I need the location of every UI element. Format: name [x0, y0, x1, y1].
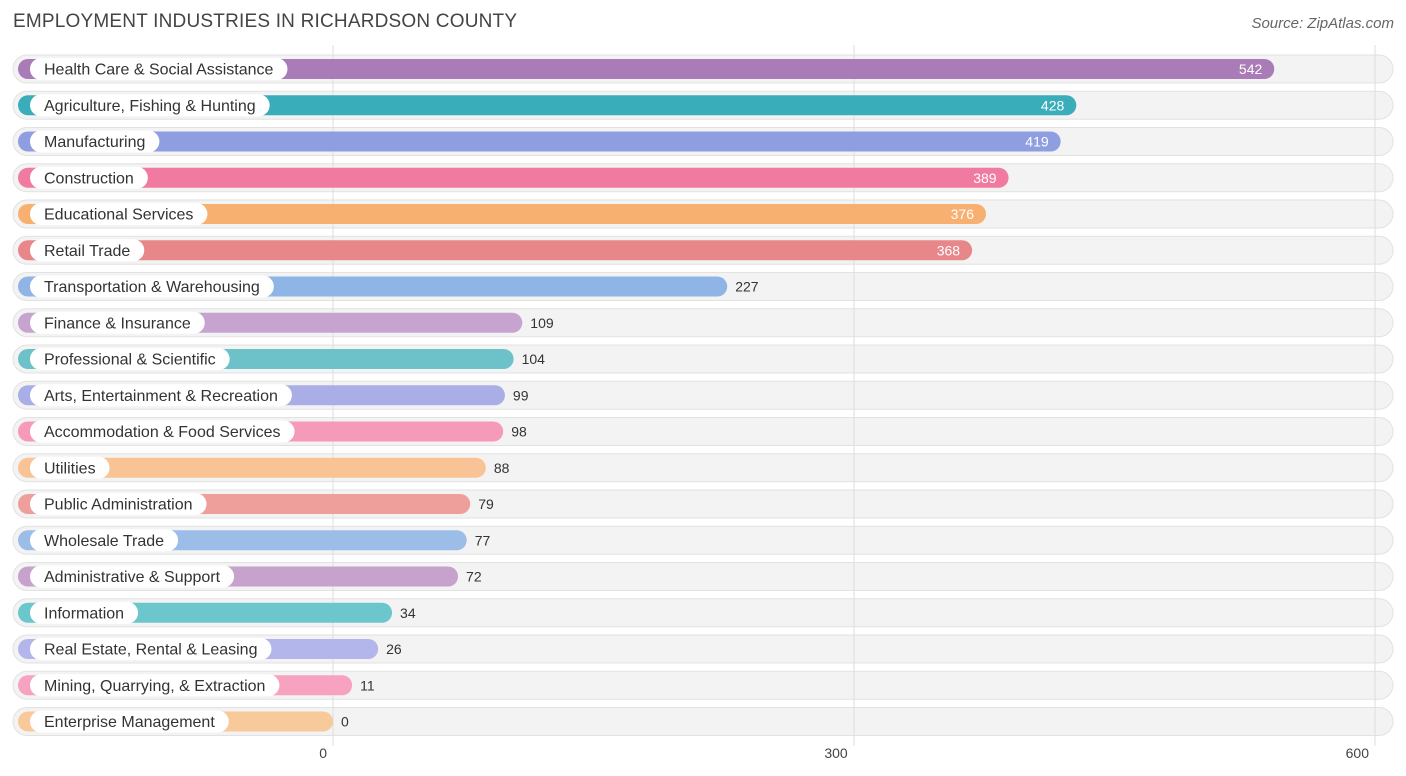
label-pill [30, 710, 229, 733]
category-label: Manufacturing [44, 134, 145, 151]
chart-title: EMPLOYMENT INDUSTRIES IN RICHARDSON COUN… [13, 11, 518, 32]
label-pill [30, 239, 145, 262]
label-pill [30, 565, 235, 588]
category-label: Health Care & Social Assistance [44, 62, 274, 79]
label-pill [30, 203, 208, 225]
label-pill [30, 166, 148, 189]
row-background [12, 707, 1394, 736]
value-label: 98 [511, 424, 527, 440]
value-label: 11 [360, 677, 375, 693]
value-label: 79 [478, 496, 494, 512]
x-tick-label: 300 [824, 745, 848, 761]
category-label: Educational Services [44, 207, 193, 224]
category-label: Agriculture, Fishing & Hunting [44, 98, 256, 115]
category-label: Professional & Scientific [44, 352, 216, 369]
value-label: 72 [466, 569, 482, 585]
value-label: 0 [341, 714, 349, 730]
category-label: Real Estate, Rental & Leasing [44, 642, 257, 659]
value-label: 428 [1041, 97, 1065, 113]
category-label: Information [44, 605, 124, 622]
value-label: 34 [400, 605, 416, 621]
label-pill [30, 130, 160, 153]
label-pill [30, 674, 280, 697]
value-label: 227 [735, 279, 759, 295]
x-tick-label: 0 [319, 745, 327, 761]
value-label: 542 [1239, 61, 1263, 77]
category-label: Construction [44, 170, 134, 187]
category-label: Arts, Entertainment & Recreation [44, 388, 278, 405]
label-pill [30, 275, 274, 298]
value-label: 99 [513, 387, 529, 403]
value-label: 109 [530, 315, 554, 331]
category-label: Enterprise Management [44, 714, 215, 731]
label-pill [30, 456, 110, 479]
bar [18, 131, 1061, 152]
value-label: 26 [386, 641, 402, 657]
label-pill [30, 384, 292, 407]
label-pill [30, 420, 295, 443]
category-label: Finance & Insurance [44, 315, 191, 332]
bar [18, 95, 1077, 116]
label-pill [30, 58, 288, 80]
category-label: Accommodation & Food Services [44, 424, 281, 441]
category-label: Administrative & Support [44, 569, 221, 586]
label-pill [30, 601, 139, 624]
bar [18, 204, 986, 224]
bar [18, 457, 486, 478]
label-pill [30, 638, 272, 660]
row-background [12, 670, 1394, 700]
value-label: 104 [522, 351, 546, 367]
label-pill [30, 529, 179, 552]
bar [18, 240, 973, 261]
category-label: Transportation & Warehousing [44, 279, 260, 296]
label-pill [30, 493, 207, 515]
category-label: Utilities [44, 460, 96, 477]
category-label: Public Administration [44, 497, 193, 514]
value-label: 88 [494, 460, 510, 476]
label-pill [30, 94, 270, 117]
category-label: Wholesale Trade [44, 533, 164, 550]
value-label: 389 [973, 170, 997, 186]
category-label: Retail Trade [44, 243, 130, 260]
category-label: Mining, Quarrying, & Extraction [44, 678, 265, 695]
x-tick-label: 600 [1346, 745, 1370, 761]
value-label: 77 [475, 532, 491, 548]
label-pill [30, 348, 230, 370]
value-label: 376 [951, 206, 975, 222]
source-attribution: Source: ZipAtlas.com [1251, 15, 1394, 32]
value-label: 419 [1025, 134, 1049, 150]
value-label: 368 [937, 242, 961, 258]
bar [18, 167, 1009, 188]
bar [18, 59, 1275, 79]
label-pill [30, 311, 205, 334]
